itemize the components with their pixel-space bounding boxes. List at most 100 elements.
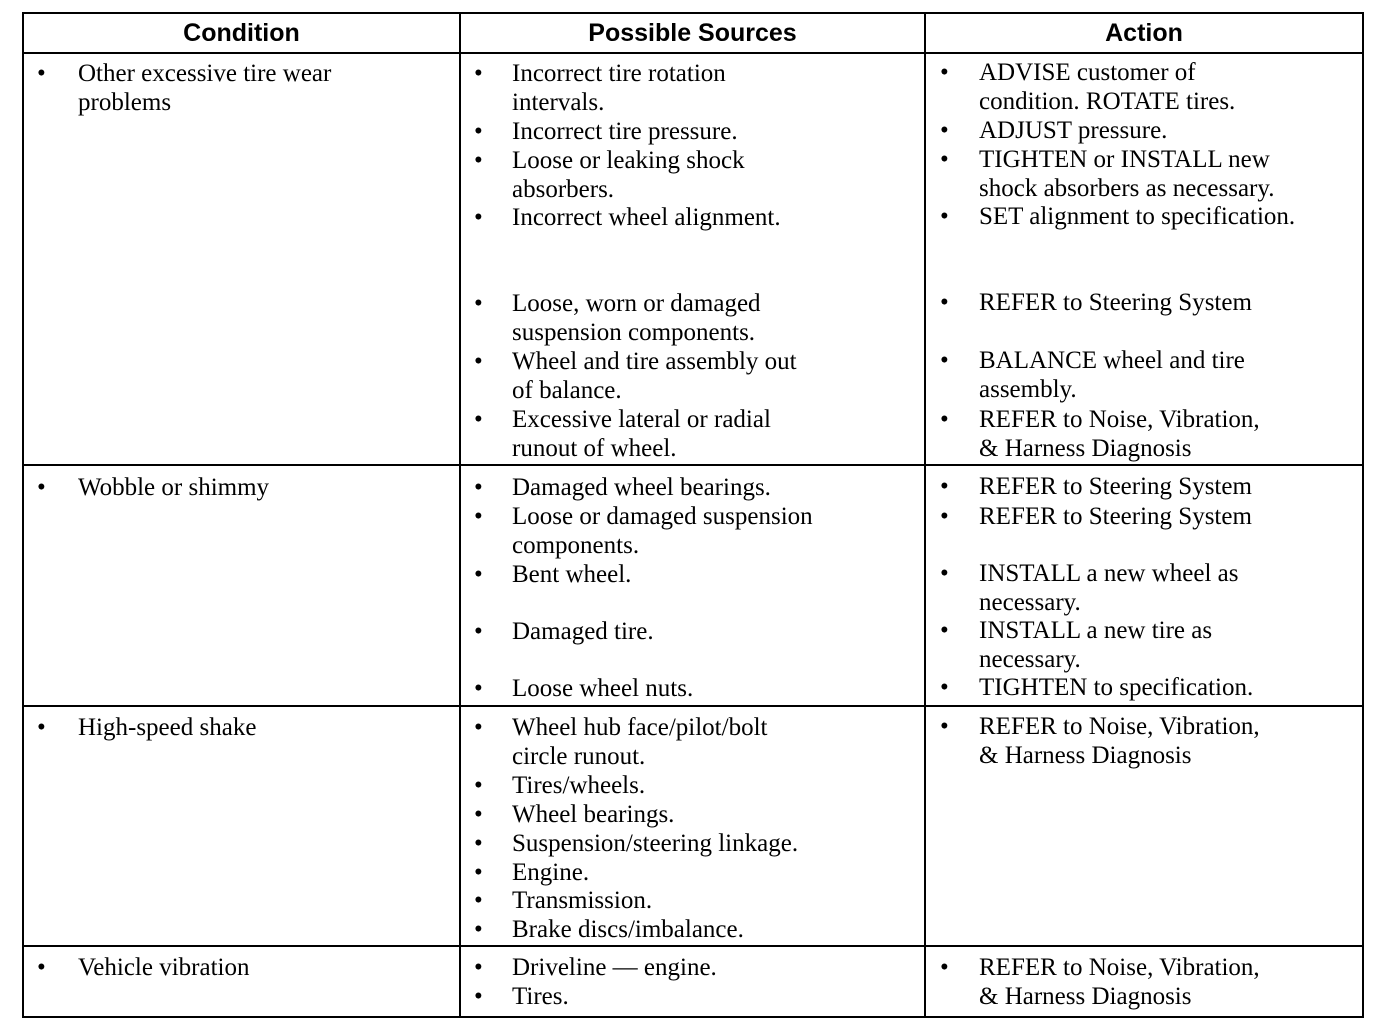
source-text: Driveline — engine. [512, 954, 717, 981]
source-text: of balance. [512, 377, 622, 404]
row-divider [22, 705, 1364, 707]
column-divider [924, 12, 926, 1018]
bullet: • [940, 617, 949, 644]
condition-text: problems [78, 89, 172, 116]
bullet: • [940, 289, 949, 316]
column-header: Condition [183, 19, 300, 47]
condition-text: Wobble or shimmy [78, 474, 270, 501]
action-text: INSTALL a new tire as [979, 617, 1213, 644]
bullet: • [474, 714, 483, 741]
source-text: Bent wheel. [512, 561, 632, 588]
action-text: assembly. [979, 376, 1077, 403]
column-divider [459, 12, 461, 1018]
action-text: INSTALL a new wheel as [979, 560, 1239, 587]
action-text: ADJUST pressure. [979, 117, 1168, 144]
border [22, 12, 1364, 14]
action-text: & Harness Diagnosis [979, 983, 1192, 1010]
source-text: Damaged wheel bearings. [512, 474, 771, 501]
bullet: • [940, 347, 949, 374]
bullet: • [37, 474, 46, 501]
bullet: • [474, 204, 483, 231]
bullet: • [37, 60, 46, 87]
bullet: • [474, 348, 483, 375]
bullet: • [474, 290, 483, 317]
source-text: Tires/wheels. [512, 772, 646, 799]
border [22, 12, 24, 1018]
action-text: REFER to Noise, Vibration, [979, 954, 1260, 981]
bullet: • [474, 618, 483, 645]
action-text: SET alignment to specification. [979, 203, 1296, 230]
bullet: • [474, 801, 483, 828]
bullet: • [474, 406, 483, 433]
source-text: Tires. [512, 983, 569, 1010]
bullet: • [474, 916, 483, 943]
bullet: • [940, 406, 949, 433]
source-text: absorbers. [512, 176, 615, 203]
bullet: • [940, 146, 949, 173]
column-header: Possible Sources [588, 19, 797, 47]
source-text: Wheel hub face/pilot/bolt [512, 714, 768, 741]
bullet: • [940, 503, 949, 530]
bullet: • [474, 954, 483, 981]
source-text: runout of wheel. [512, 435, 677, 462]
bullet: • [474, 118, 483, 145]
action-text: & Harness Diagnosis [979, 742, 1192, 769]
action-text: REFER to Steering System [979, 289, 1252, 316]
bullet: • [474, 675, 483, 702]
action-text: necessary. [979, 589, 1081, 616]
action-text: REFER to Steering System [979, 503, 1252, 530]
source-text: Suspension/steering linkage. [512, 830, 799, 857]
source-text: circle runout. [512, 743, 646, 770]
column-header: Action [1105, 19, 1183, 47]
source-text: components. [512, 532, 640, 559]
action-text: ADVISE customer of [979, 59, 1196, 86]
action-text: TIGHTEN or INSTALL new [979, 146, 1270, 173]
bullet: • [940, 59, 949, 86]
source-text: intervals. [512, 89, 605, 116]
action-text: necessary. [979, 646, 1081, 673]
action-text: REFER to Steering System [979, 473, 1252, 500]
source-text: Transmission. [512, 887, 653, 914]
source-text: Damaged tire. [512, 618, 654, 645]
bullet: • [37, 954, 46, 981]
source-text: Engine. [512, 859, 590, 886]
row-divider [22, 464, 1364, 466]
condition-text: Vehicle vibration [78, 954, 250, 981]
bullet: • [474, 561, 483, 588]
source-text: Incorrect tire rotation [512, 60, 726, 87]
bullet: • [940, 560, 949, 587]
bullet: • [474, 474, 483, 501]
action-text: shock absorbers as necessary. [979, 175, 1275, 202]
row-divider [22, 52, 1364, 54]
source-text: Excessive lateral or radial [512, 406, 771, 433]
source-text: Loose, worn or damaged [512, 290, 761, 317]
bullet: • [474, 147, 483, 174]
bullet: • [940, 713, 949, 740]
row-divider [22, 945, 1364, 947]
action-text: condition. ROTATE tires. [979, 88, 1236, 115]
bullet: • [940, 954, 949, 981]
source-text: Incorrect wheel alignment. [512, 204, 781, 231]
action-text: REFER to Noise, Vibration, [979, 406, 1260, 433]
source-text: Loose or leaking shock [512, 147, 745, 174]
source-text: Incorrect tire pressure. [512, 118, 738, 145]
border [22, 1016, 1364, 1018]
bullet: • [474, 503, 483, 530]
action-text: REFER to Noise, Vibration, [979, 713, 1260, 740]
action-text: TIGHTEN to specification. [979, 674, 1254, 701]
bullet: • [474, 830, 483, 857]
border [1362, 12, 1364, 1018]
source-text: Loose wheel nuts. [512, 675, 694, 702]
bullet: • [940, 203, 949, 230]
source-text: Loose or damaged suspension [512, 503, 813, 530]
condition-text: Other excessive tire wear [78, 60, 332, 87]
bullet: • [940, 674, 949, 701]
condition-text: High-speed shake [78, 714, 257, 741]
action-text: BALANCE wheel and tire [979, 347, 1245, 374]
bullet: • [940, 473, 949, 500]
bullet: • [474, 772, 483, 799]
bullet: • [474, 60, 483, 87]
source-text: Wheel and tire assembly out [512, 348, 797, 375]
source-text: Wheel bearings. [512, 801, 675, 828]
